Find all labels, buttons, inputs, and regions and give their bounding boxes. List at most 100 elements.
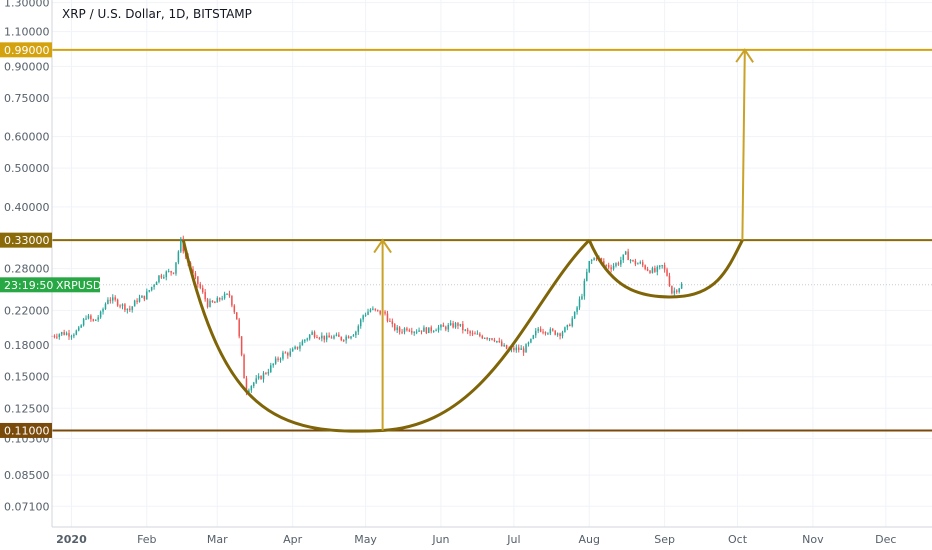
candle-body	[454, 323, 457, 328]
candle-body	[459, 323, 462, 326]
candle-body	[610, 267, 612, 270]
candle-body	[406, 328, 408, 331]
candle-body	[483, 337, 486, 339]
candle-body	[671, 286, 673, 294]
candle-body	[542, 331, 544, 333]
candle-body	[532, 335, 535, 339]
candle-body	[60, 332, 63, 335]
candle-body	[289, 351, 291, 356]
candle-body	[505, 344, 508, 349]
candle-body	[68, 333, 70, 337]
candle-body	[408, 330, 411, 332]
y-tick-label: 0.28000	[4, 263, 50, 276]
candle-body	[304, 339, 306, 342]
candle-body	[165, 271, 168, 278]
candle-body	[342, 340, 345, 342]
x-tick-label: Nov	[802, 533, 824, 546]
candle-body	[109, 299, 112, 301]
candle-body	[153, 284, 155, 287]
candle-body	[646, 269, 649, 271]
candle-body	[141, 295, 143, 298]
candle-body	[150, 286, 153, 291]
candle-body	[564, 327, 566, 333]
candle-body	[673, 290, 676, 294]
y-tick-label: 1.30000	[4, 0, 50, 10]
candle-body	[119, 305, 121, 307]
candle-body	[680, 283, 683, 289]
candle-body	[223, 293, 226, 299]
candle-body	[386, 313, 389, 321]
candle-body	[423, 327, 425, 332]
candle-body	[593, 258, 595, 261]
candle-body	[369, 309, 372, 312]
candle-body	[107, 299, 109, 304]
candle-body	[333, 335, 335, 339]
candle-body	[231, 295, 233, 306]
candle-body	[167, 271, 170, 273]
candle-body	[53, 335, 56, 337]
candle-body	[63, 332, 65, 335]
candle-body	[65, 333, 68, 335]
candle-body	[90, 315, 92, 320]
candle-body	[175, 262, 177, 274]
arrow-cup-depth-head	[373, 238, 392, 254]
candle-body	[605, 264, 608, 266]
candle-body	[257, 376, 260, 379]
arrow-target-head	[735, 48, 754, 63]
candle-body	[578, 299, 581, 308]
candle-body	[235, 312, 238, 320]
candle-body	[469, 331, 471, 334]
candle-body	[624, 251, 627, 255]
candle-body	[607, 265, 610, 268]
candle-body	[641, 262, 644, 266]
candle-body	[398, 327, 401, 332]
y-tick-label: 0.15000	[4, 371, 50, 384]
candle-body	[513, 347, 515, 351]
candle-body	[163, 277, 165, 279]
candle-body	[284, 352, 287, 354]
y-tick-label: 0.75000	[4, 92, 50, 105]
candle-body	[299, 345, 301, 349]
candle-body	[311, 332, 313, 335]
candle-body	[197, 276, 199, 285]
candle-body	[559, 333, 561, 337]
level-label-bg	[0, 422, 52, 438]
candle-body	[211, 300, 214, 303]
candle-body	[544, 332, 547, 334]
candle-body	[238, 319, 240, 337]
candle-body	[272, 363, 274, 366]
handle-curve	[587, 239, 744, 299]
candle-body	[379, 310, 381, 314]
candle-body	[471, 333, 474, 335]
candle-body	[498, 340, 501, 342]
candle-body	[250, 385, 253, 391]
candle-body	[56, 336, 58, 338]
candle-body	[474, 333, 476, 335]
candle-body	[95, 319, 97, 321]
candle-body	[403, 328, 406, 333]
candle-body	[218, 297, 221, 300]
candle-body	[668, 275, 671, 287]
candle-body	[394, 324, 396, 331]
candle-body	[449, 323, 452, 326]
y-tick-label: 1.10000	[4, 26, 50, 39]
candle-body	[82, 319, 85, 326]
candle-body	[581, 296, 583, 300]
candle-body	[661, 265, 663, 267]
candle-body	[654, 268, 656, 272]
candle-body	[583, 280, 586, 297]
candle-body	[335, 334, 338, 336]
candle-body	[435, 330, 437, 332]
candle-body	[116, 299, 119, 306]
candle-body	[75, 330, 78, 335]
x-tick-label: Feb	[137, 533, 156, 546]
candle-body	[180, 238, 182, 252]
chart-title: XRP / U.S. Dollar, 1D, BITSTAMP	[62, 7, 252, 21]
candle-body	[121, 304, 124, 306]
y-tick-label: 0.50000	[4, 162, 50, 175]
candle-body	[639, 262, 642, 264]
candle-body	[316, 337, 318, 339]
candle-body	[678, 288, 680, 292]
candle-body	[129, 308, 131, 310]
candle-body	[566, 324, 569, 328]
